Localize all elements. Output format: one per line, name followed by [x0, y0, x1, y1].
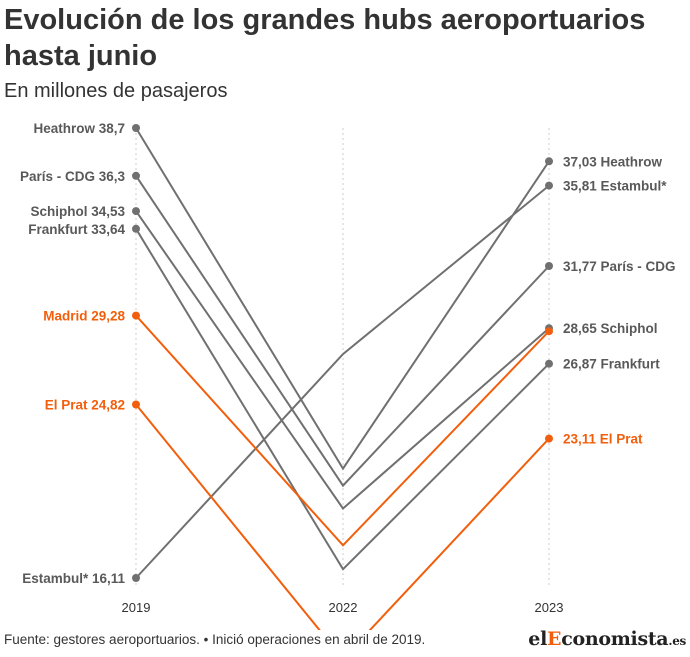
point-madrid-2019	[132, 311, 140, 320]
series-line-madrid	[135, 314, 550, 547]
label-start-heathrow: Heathrow 38,7	[33, 121, 125, 136]
point-el-prat-2023	[545, 434, 553, 443]
chart-series-points	[132, 124, 553, 582]
label-start-el-prat: El Prat 24,82	[45, 397, 125, 412]
point-heathrow-2019	[132, 124, 140, 132]
point-par-s-cdg-2023	[545, 262, 553, 270]
x-tick-2023: 2023	[535, 600, 564, 615]
label-start-frankfurt: Frankfurt 33,64	[28, 222, 125, 237]
point-el-prat-2019	[132, 400, 140, 409]
series-line-schiphol	[135, 210, 550, 510]
label-end-estambul: 35,81 Estambul*	[563, 179, 667, 194]
source-note: Fuente: gestores aeroportuarios. • Inici…	[4, 632, 426, 647]
label-start-par-s-cdg: París - CDG 36,3	[20, 169, 126, 184]
label-end-par-s-cdg: 31,77 París - CDG	[563, 259, 676, 274]
chart-subtitle: En millones de pasajeros	[4, 80, 228, 102]
point-frankfurt-2019	[132, 224, 140, 233]
label-end-el-prat: 23,11 El Prat	[563, 432, 643, 447]
point-estambul-2023	[545, 181, 553, 190]
point-estambul-2019	[132, 574, 140, 582]
x-axis-ticks: 2019 2022 2023	[122, 600, 564, 615]
label-end-schiphol: 28,65 Schiphol	[563, 321, 658, 336]
label-end-heathrow: 37,03 Heathrow	[563, 154, 663, 169]
chart-title: Evolución de los grandes hubs aeroportua…	[4, 4, 646, 72]
label-start-estambul: Estambul* 16,11	[22, 571, 125, 586]
point-par-s-cdg-2019	[132, 171, 140, 180]
publisher-logo: elEconomista.es	[528, 628, 686, 650]
series-line-estambul	[135, 184, 550, 579]
point-schiphol-2019	[132, 207, 140, 216]
slope-chart: 2019 2022 2023 Heathrow 38,7 37,03 Heathrow…	[20, 121, 676, 630]
series-line-par-s-cdg	[135, 175, 550, 488]
point-madrid-2023	[545, 327, 553, 336]
x-tick-2019: 2019	[122, 600, 151, 615]
x-tick-2022: 2022	[329, 600, 358, 615]
point-heathrow-2023	[545, 157, 553, 166]
series-line-frankfurt	[135, 228, 550, 571]
chart-series-labels: Heathrow 38,7 37,03 Heathrow París - CDG 3…	[20, 121, 676, 586]
label-start-schiphol: Schiphol 34,53	[30, 204, 125, 219]
series-line-heathrow	[135, 127, 550, 471]
label-start-madrid: Madrid 29,28	[43, 309, 125, 324]
chart-series-lines	[135, 127, 550, 630]
series-line-el-prat	[135, 403, 550, 630]
label-end-frankfurt: 26,87 Frankfurt	[563, 357, 660, 372]
point-frankfurt-2023	[545, 359, 553, 368]
chart-gridlines	[135, 128, 550, 585]
